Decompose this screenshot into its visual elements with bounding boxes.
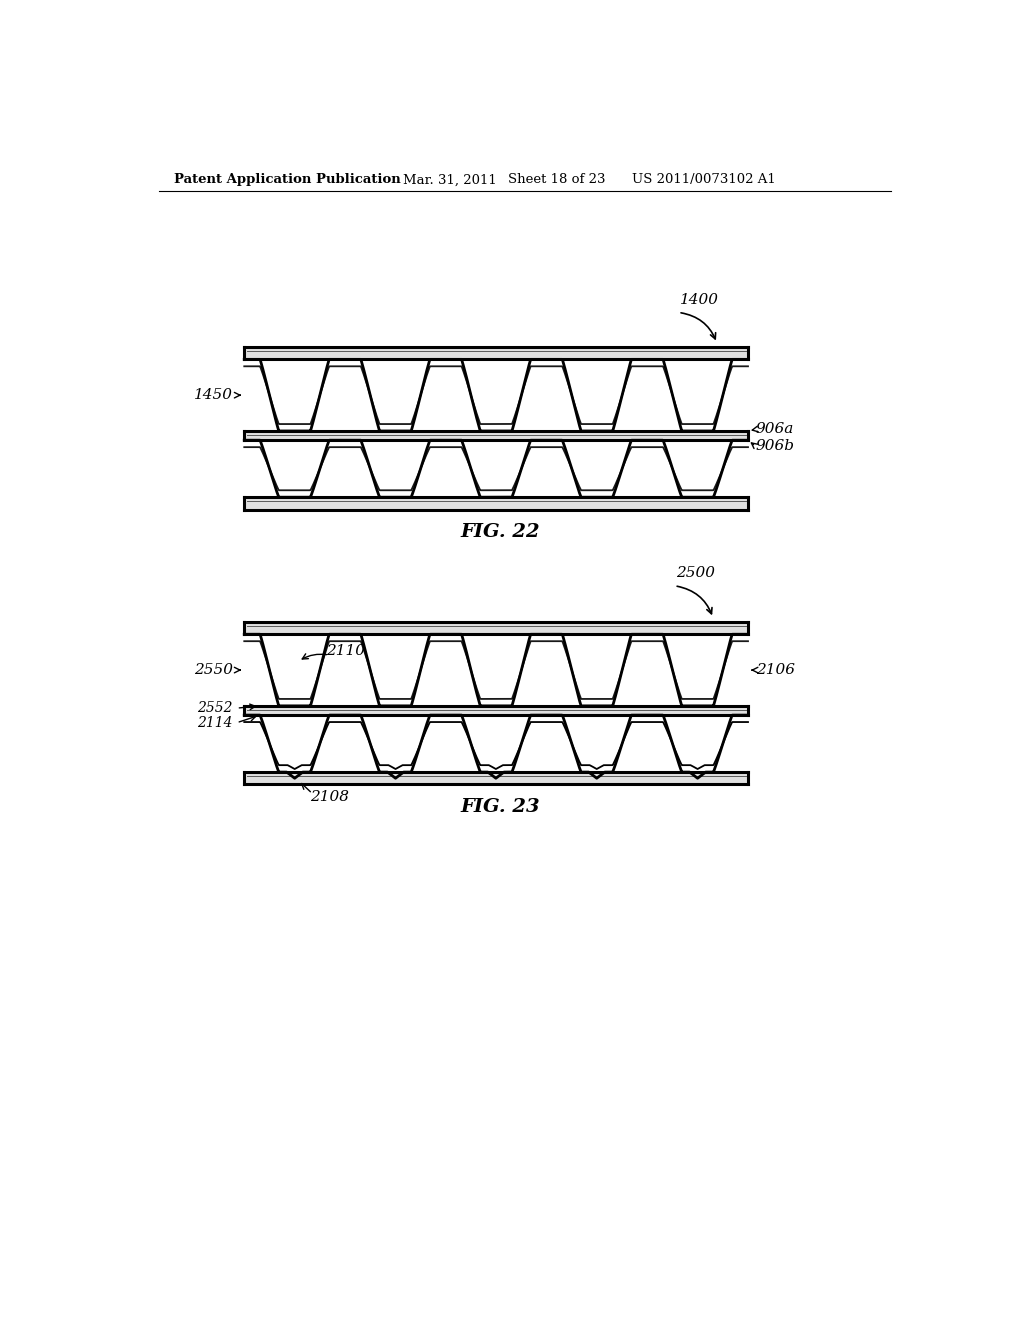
Text: Mar. 31, 2011: Mar. 31, 2011 <box>403 173 497 186</box>
Text: FIG. 22: FIG. 22 <box>460 523 540 541</box>
Text: 2114: 2114 <box>198 715 232 730</box>
Text: 2110: 2110 <box>326 644 365 659</box>
Text: FIG. 23: FIG. 23 <box>460 797 540 816</box>
Text: Patent Application Publication: Patent Application Publication <box>174 173 401 186</box>
Text: 1400: 1400 <box>680 293 719 308</box>
Text: 2550: 2550 <box>194 663 232 677</box>
Text: 2108: 2108 <box>310 789 349 804</box>
Text: US 2011/0073102 A1: US 2011/0073102 A1 <box>632 173 775 186</box>
Text: 906a: 906a <box>756 422 795 437</box>
Text: 1450: 1450 <box>194 388 232 403</box>
Text: 2106: 2106 <box>756 663 795 677</box>
Text: Sheet 18 of 23: Sheet 18 of 23 <box>508 173 605 186</box>
Text: 2500: 2500 <box>676 566 715 581</box>
Text: 2552: 2552 <box>198 701 232 715</box>
Text: 906b: 906b <box>756 440 795 453</box>
